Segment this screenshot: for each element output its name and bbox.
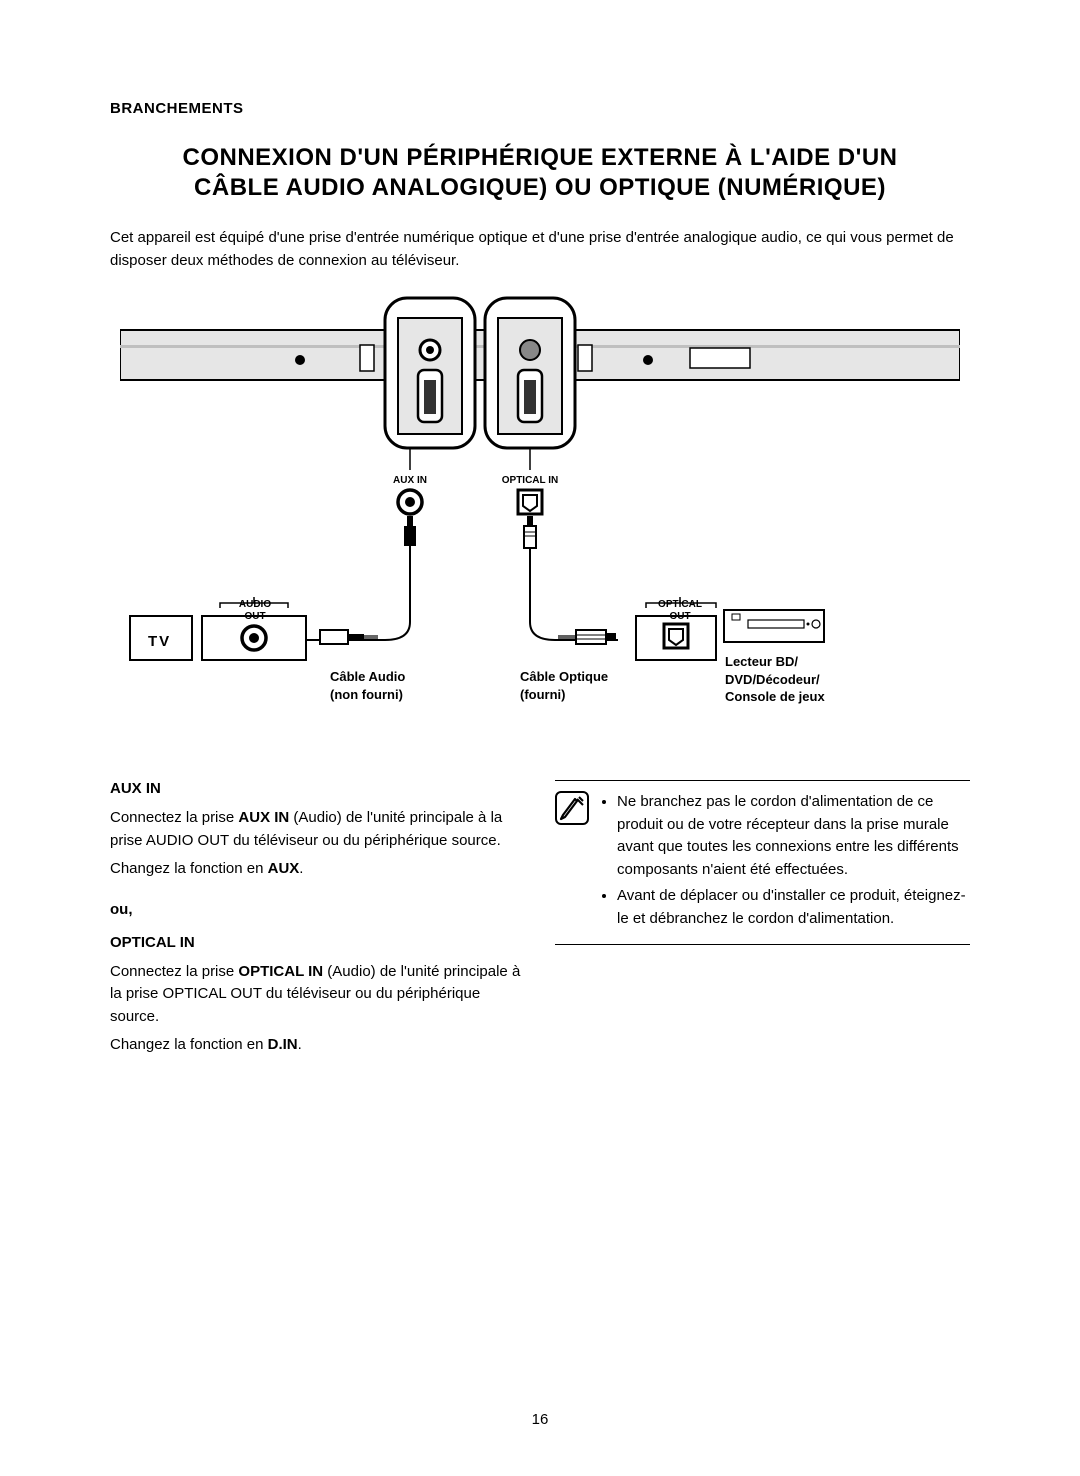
left-column: AUX IN Connectez la prise AUX IN (Audio)… [110, 780, 525, 1063]
content-columns: AUX IN Connectez la prise AUX IN (Audio)… [110, 780, 970, 1063]
cable-audio-label: Câble Audio (non fourni) [330, 668, 405, 703]
aux-in-heading: AUX IN [110, 780, 525, 797]
audio-out-label: AUDIO OUT [230, 599, 280, 623]
note-item-1: Ne branchez pas le cordon d'alimentation… [617, 791, 970, 881]
aux-in-port-label: AUX IN [380, 475, 440, 486]
note-icon [555, 791, 589, 934]
or-label: ou, [110, 901, 525, 918]
tv-label: TV [148, 633, 171, 650]
note-box: Ne branchez pas le cordon d'alimentation… [555, 780, 970, 945]
optical-out-label: OPTICAL OUT [650, 599, 710, 623]
title-line-1: CONNEXION D'UN PÉRIPHÉRIQUE EXTERNE À L'… [182, 144, 897, 171]
aux-paragraph-1: Connectez la prise AUX IN (Audio) de l'u… [110, 807, 525, 852]
note-item-2: Avant de déplacer ou d'installer ce prod… [617, 885, 970, 930]
page-number: 16 [0, 1411, 1080, 1428]
connection-diagram: AUX IN OPTICAL IN AUDIO OUT OPTICAL OUT … [120, 290, 960, 740]
title-line-2: CÂBLE AUDIO ANALOGIQUE) OU OPTIQUE (NUMÉ… [194, 174, 886, 201]
optical-paragraph-1: Connectez la prise OPTICAL IN (Audio) de… [110, 961, 525, 1029]
page-title: CONNEXION D'UN PÉRIPHÉRIQUE EXTERNE À L'… [110, 143, 970, 203]
optical-in-heading: OPTICAL IN [110, 934, 525, 951]
optical-in-port-label: OPTICAL IN [490, 475, 570, 486]
aux-paragraph-2: Changez la fonction en AUX. [110, 858, 525, 881]
section-label: BRANCHEMENTS [110, 100, 970, 117]
device-label: Lecteur BD/ DVD/Décodeur/ Console de jeu… [725, 653, 825, 706]
cable-optique-label: Câble Optique (fourni) [520, 668, 608, 703]
right-column: Ne branchez pas le cordon d'alimentation… [555, 780, 970, 1063]
optical-paragraph-2: Changez la fonction en D.IN. [110, 1034, 525, 1057]
note-list: Ne branchez pas le cordon d'alimentation… [599, 791, 970, 934]
intro-text: Cet appareil est équipé d'une prise d'en… [110, 227, 970, 272]
